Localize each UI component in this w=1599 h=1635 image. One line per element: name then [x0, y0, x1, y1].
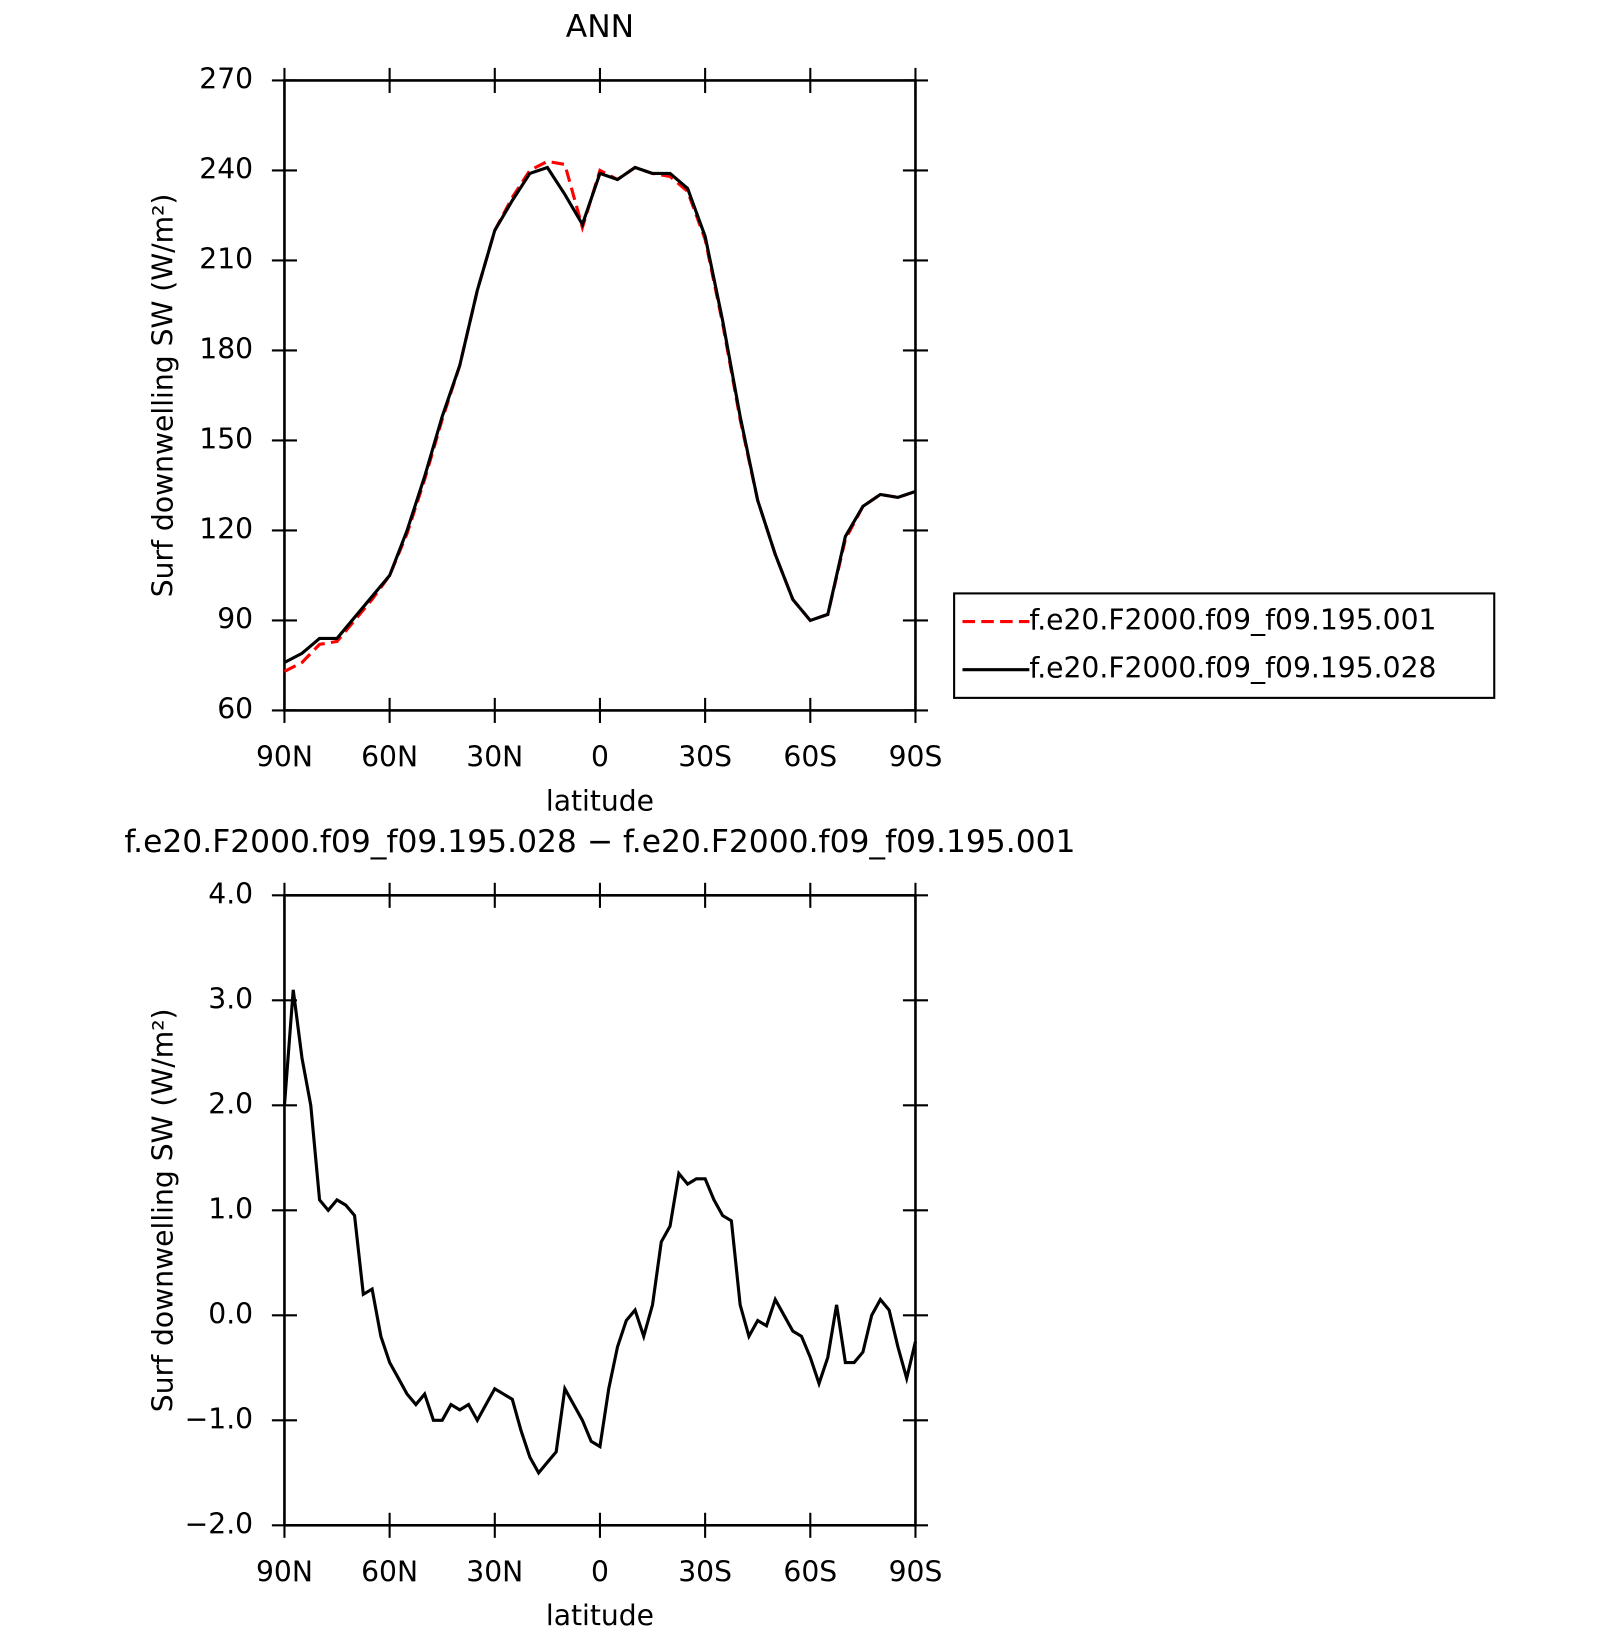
y-tick-label: 120	[199, 512, 253, 545]
y-tick-label: 1.0	[208, 1192, 253, 1225]
legend-label: f.e20.F2000.f09_f09.195.028	[1029, 652, 1436, 685]
y-tick-label: 90	[217, 602, 253, 635]
data-line	[283, 159, 916, 673]
x-tick-label: 30N	[466, 1555, 523, 1588]
x-tick-label: 60S	[783, 740, 837, 773]
y-tick-label: 210	[199, 242, 253, 275]
x-tick-label: 0	[591, 740, 609, 773]
y-tick-label: −1.0	[185, 1402, 253, 1435]
x-axis-label: latitude	[546, 784, 654, 817]
x-tick-label: 90S	[889, 1555, 943, 1588]
x-tick-label: 60N	[361, 1555, 418, 1588]
x-axis-label: latitude	[546, 1599, 654, 1632]
data-line	[282, 989, 917, 1476]
x-tick-label: 60S	[783, 1555, 837, 1588]
x-tick-label: 30N	[466, 740, 523, 773]
plot-frame	[283, 79, 917, 712]
y-tick-label: 150	[199, 422, 253, 455]
legend-box	[953, 592, 1496, 699]
x-tick-label: 60N	[361, 740, 418, 773]
x-tick-label: 90N	[256, 740, 313, 773]
x-tick-label: 30S	[678, 1555, 732, 1588]
y-tick-label: 270	[199, 62, 253, 95]
chart-title: ANN	[566, 9, 634, 45]
y-tick-label: 60	[217, 692, 253, 725]
x-tick-label: 90S	[889, 740, 943, 773]
y-tick-label: 4.0	[208, 877, 253, 910]
y-axis-label: Surf downwelling SW (W/m²)	[146, 194, 179, 598]
y-tick-label: 3.0	[208, 982, 253, 1015]
plot-frame	[283, 894, 917, 1527]
x-tick-label: 0	[591, 1555, 609, 1588]
data-line	[283, 165, 916, 664]
y-tick-label: 180	[199, 332, 253, 365]
y-tick-label: 240	[199, 152, 253, 185]
y-tick-label: −2.0	[185, 1507, 253, 1540]
y-tick-label: 2.0	[208, 1087, 253, 1120]
x-tick-label: 30S	[678, 740, 732, 773]
x-tick-label: 90N	[256, 1555, 313, 1588]
chart-title: f.e20.F2000.f09_f09.195.028 − f.e20.F200…	[124, 824, 1075, 860]
y-axis-label: Surf downwelling SW (W/m²)	[146, 1008, 179, 1412]
legend-label: f.e20.F2000.f09_f09.195.001	[1029, 604, 1436, 637]
y-tick-label: 0.0	[208, 1297, 253, 1330]
